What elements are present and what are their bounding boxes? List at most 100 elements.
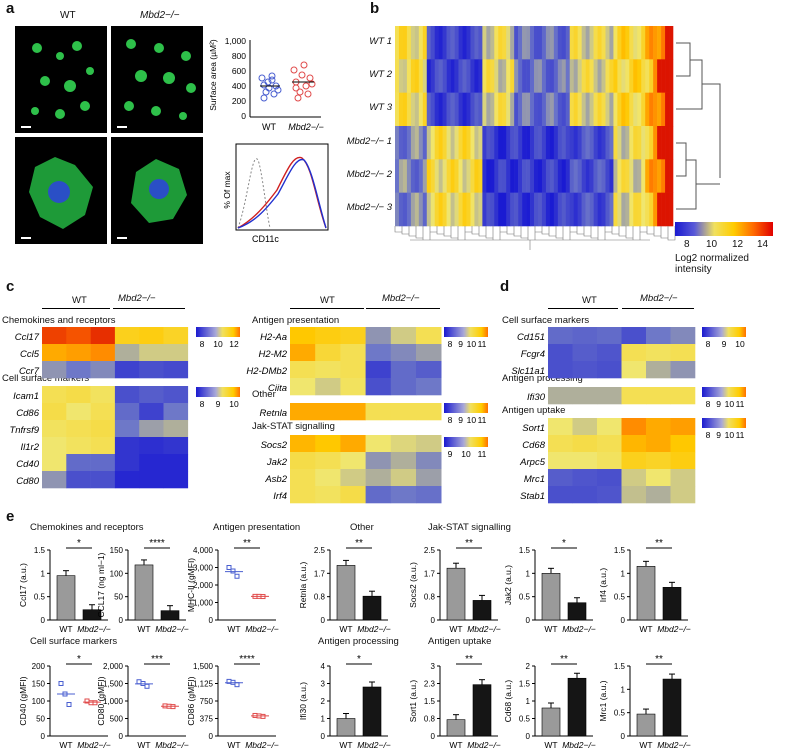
heatmap-cell (585, 59, 590, 93)
heatmap-cell (597, 327, 622, 345)
heatmap-cell (426, 192, 432, 227)
e-section-title: Antigen processing (318, 636, 399, 647)
bar (662, 678, 682, 737)
heatmap-cell (395, 92, 400, 127)
heatmap-cell (416, 486, 442, 504)
heatmap-cell (446, 59, 451, 93)
data-point (226, 565, 232, 570)
heatmap-cell (530, 26, 535, 60)
heatmap-cell (597, 418, 622, 436)
y-tick-label: 1 (321, 715, 326, 724)
heatmap-cell (601, 126, 606, 160)
heatmap-cell (665, 92, 670, 127)
heatmap-cell (430, 92, 436, 127)
y-tick-label: 1,500 (103, 680, 124, 689)
heatmap-cell (625, 26, 630, 60)
heatmap-cell (545, 126, 551, 160)
heatmap-cell (315, 486, 341, 504)
micro-ko-label: Mbd2−/− (140, 10, 180, 21)
heatmap-cell (390, 452, 417, 470)
heatmap-cell (601, 192, 606, 227)
heatmap-cell (66, 454, 91, 472)
heatmap-cell (446, 126, 451, 160)
heatmap-cell (340, 361, 366, 379)
heatmap-cell (502, 159, 507, 193)
bar (446, 567, 466, 621)
heatmap-cell (573, 159, 578, 193)
sa-x-wt: WT (262, 122, 276, 132)
scale-b-tick: 8 (684, 239, 690, 250)
heatmap-cell (526, 159, 531, 193)
heatmap-cell (422, 126, 428, 160)
heatmap-cell (641, 92, 646, 127)
heatmap-row-label: WT 2 (369, 69, 392, 80)
heatmap-cell (486, 192, 491, 227)
x-tick-label: WT (544, 740, 557, 750)
heatmap-cell (548, 435, 573, 453)
heatmap-cell (569, 59, 575, 93)
y-tick-label: 750 (200, 697, 214, 706)
heatmap-cell (474, 159, 479, 193)
heatmap-cell (410, 159, 416, 193)
heatmap-cell (670, 452, 696, 470)
heatmap-cell (641, 159, 646, 193)
heatmap-cell (557, 192, 563, 227)
y-tick-label: 2 (526, 662, 531, 671)
heatmap-cell (637, 59, 642, 93)
y-tick-label: 0.8 (314, 593, 326, 602)
colorbar-tick: 8 (448, 339, 453, 349)
heatmap-cell (621, 192, 626, 227)
heatmap-cell (621, 486, 647, 504)
heatmap-cell (340, 435, 366, 453)
heatmap-cell (593, 59, 598, 93)
heatmap-cell (621, 418, 647, 436)
panel-c: WT Mbd2−/− WT Mbd2−/− Chemokines and rec… (0, 285, 500, 505)
sa-tick: 200 (232, 96, 246, 106)
heatmap-cell (561, 92, 567, 127)
heatmap-cell (139, 327, 164, 345)
heatmap-cell (621, 361, 647, 379)
heatmap-cell (534, 159, 539, 193)
heatmap-cell (645, 159, 650, 193)
heatmap-cell (645, 92, 650, 127)
heatmap-cell (537, 26, 543, 60)
heatmap-cell (139, 344, 164, 362)
panel-d: WT Mbd2−/− Cell surface markers Antigen … (500, 285, 788, 505)
heatmap-cell (553, 159, 559, 193)
gene-label: Arpc5 (519, 457, 546, 468)
heatmap-cell (365, 327, 392, 345)
heatmap-cell (646, 418, 671, 436)
heatmap-cell (609, 159, 614, 193)
heatmap-cell (549, 26, 555, 60)
heatmap-cell (90, 361, 116, 379)
heatmap-cell (340, 486, 366, 504)
sa-tick: 600 (232, 66, 246, 76)
heatmap-cell (585, 192, 590, 227)
x-tick-label: Mbd2−/− (77, 624, 111, 634)
heatmap-cell (549, 59, 555, 93)
heatmap-cell (597, 435, 622, 453)
heatmap-cell (315, 344, 341, 362)
heatmap-cell (661, 159, 666, 193)
heatmap-cell (490, 59, 495, 93)
x-tick-label: Mbd2−/− (357, 624, 391, 634)
colorbar-tick: 11 (478, 415, 487, 425)
heatmap-cell (549, 92, 555, 127)
heatmap-cell (139, 471, 164, 489)
heatmap-cell (577, 192, 582, 227)
chart-7: CD40 (gMFI) 0 50 100 150 200 * WT Mbd2−/− (18, 654, 111, 750)
heatmap-cell (426, 126, 432, 160)
heatmap-cell (340, 403, 366, 421)
heatmap-cell (470, 159, 475, 193)
heatmap-cell (609, 92, 614, 127)
heatmap-cell (114, 386, 140, 404)
heatmap-cell (609, 126, 614, 160)
heatmap-cell (605, 192, 610, 227)
bar (567, 602, 587, 621)
y-axis-label: Jak2 (a.u.) (503, 565, 513, 605)
heatmap-cell (406, 159, 412, 193)
heatmap-cell (66, 437, 91, 455)
heatmap-cell (569, 126, 575, 160)
heatmap-cell (593, 192, 598, 227)
heatmap-cell (290, 469, 316, 487)
